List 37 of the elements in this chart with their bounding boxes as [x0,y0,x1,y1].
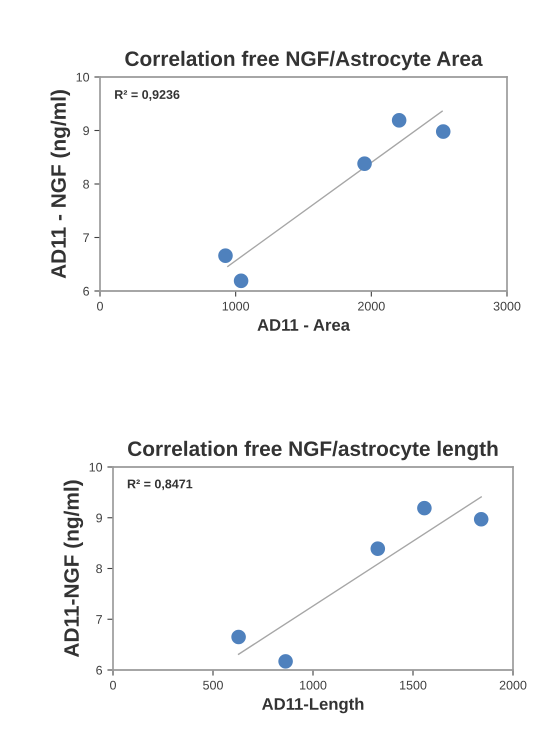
x-tick-label: 2000 [358,302,385,311]
chart-title: Correlation free NGF/astrocyte length [128,440,498,460]
chart-title: Correlation free NGF/Astrocyte Area [125,50,483,70]
x-tick-label: 1000 [300,680,326,690]
x-tick-label: 0 [97,302,103,311]
x-tick-label: 1000 [222,302,250,311]
point [436,124,451,139]
x-tick-label: 0 [110,680,116,690]
x-tick-label: 1500 [400,680,426,690]
point [234,274,248,288]
y-tick-label: 6 [83,286,90,296]
annotation: R² = 0,9236 [115,90,180,101]
y-tick-label: 10 [76,72,90,82]
y-axis-title: AD11 - NGF (ng/ml) [50,90,70,278]
y-tick-label: 8 [96,564,102,574]
x-tick-label: 3000 [494,302,520,311]
y-tick-label: 7 [83,233,89,242]
point [417,500,432,516]
x-tick-label: 2000 [500,680,526,690]
point [474,512,488,527]
x-axis-title: AD11-Length [262,698,364,714]
y-tick-label: 10 [90,462,102,472]
point [392,113,406,128]
y-tick-label: 7 [96,615,102,624]
x-axis-title: AD11 - Area [257,319,350,331]
annotation: R² = 0,8471 [128,480,192,490]
point [357,156,372,171]
y-tick-label: 9 [83,126,89,136]
point [218,248,233,263]
y-tick-label: 8 [83,180,90,189]
y-tick-label: 9 [96,514,102,522]
y-tick-label: 6 [96,666,102,675]
point [370,541,386,556]
y-axis-title: AD11-NGF (ng/ml) [64,480,84,658]
point [278,654,293,669]
point [231,630,246,644]
x-tick-label: 500 [203,680,223,690]
